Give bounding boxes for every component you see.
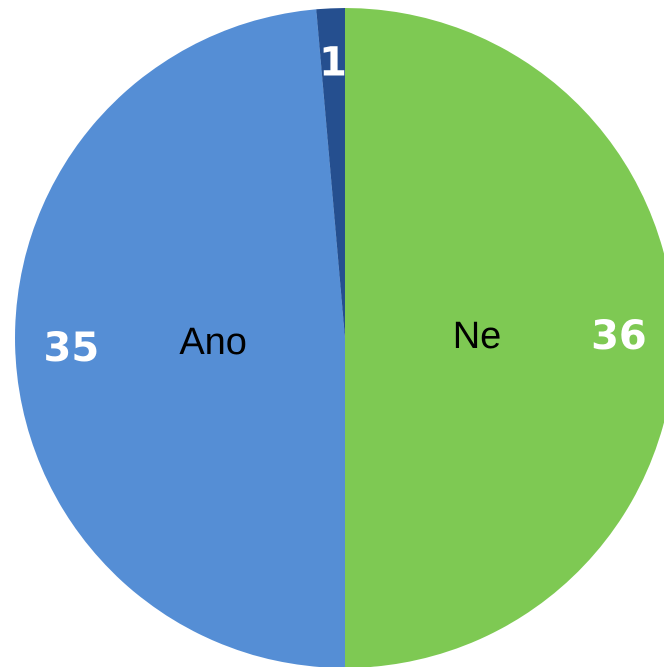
- value-label: 1: [319, 39, 347, 85]
- pie-slice: [316, 8, 345, 338]
- pie-slice: [345, 8, 664, 667]
- pie-slice: [15, 9, 345, 667]
- category-label: Ne: [453, 315, 502, 357]
- value-label: 35: [44, 325, 100, 371]
- value-label: 36: [591, 313, 647, 359]
- category-label: Ano: [179, 321, 247, 363]
